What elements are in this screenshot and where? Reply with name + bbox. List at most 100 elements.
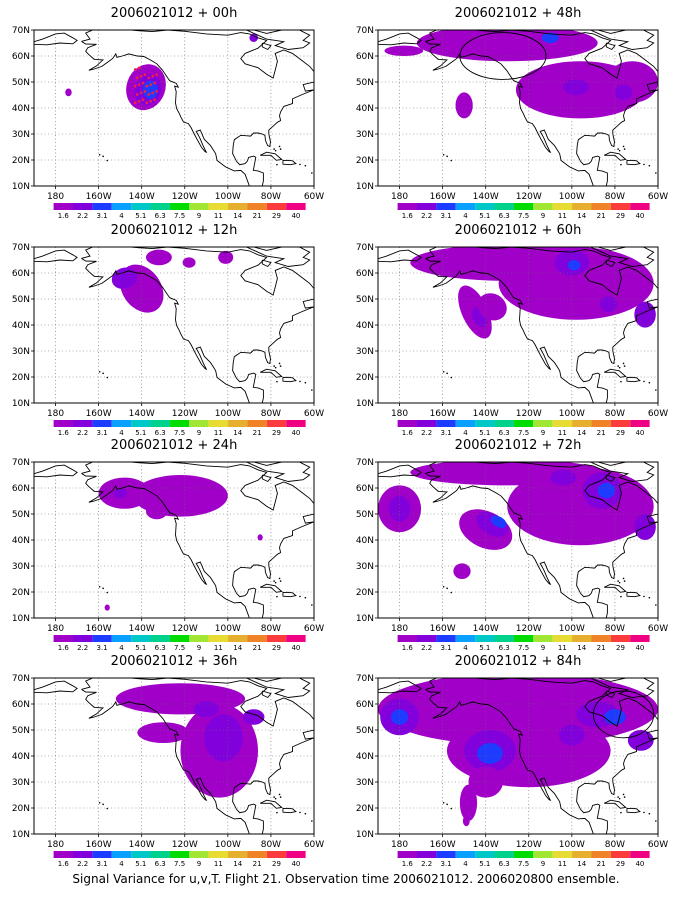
lat-tick-label: 60N (356, 52, 374, 62)
map-plot: 10N 20N 30N 40N 50N 60N 70N 180 160W 140W 120W 100W… (12, 26, 324, 220)
colorbar-label: 21 (253, 429, 262, 437)
lat-tick-label: 40N (356, 104, 374, 114)
colorbar-label: 40 (291, 429, 300, 437)
colorbar-swatch (610, 851, 631, 858)
lat-tick-label: 30N (12, 562, 30, 572)
colorbar-swatch (169, 420, 190, 427)
colorbar-swatch (111, 420, 132, 427)
lon-tick-label: 180 (391, 624, 408, 634)
colorbar-swatch (131, 420, 151, 427)
colorbar-swatch (53, 851, 73, 858)
obs-point (139, 74, 143, 78)
variance-blob (146, 503, 168, 520)
variance-blob (218, 250, 234, 264)
colorbar-swatch (111, 635, 132, 642)
lat-tick-label: 10N (12, 614, 30, 624)
lat-tick-label: 20N (12, 804, 30, 814)
colorbar-label: 14 (577, 429, 586, 437)
colorbar-label: 14 (233, 212, 242, 220)
variance-blob (541, 32, 559, 43)
colorbar-swatch (150, 420, 170, 427)
colorbar-swatch (131, 851, 151, 858)
obs-point (133, 101, 137, 105)
panel-title: 2006021012 + 84h (454, 654, 582, 669)
colorbar-swatch (286, 635, 306, 642)
colorbar-swatch (475, 635, 495, 642)
colorbar: 1.6 2.2 3.1 4 5.1 6.3 7.5 9 11 14 21 29 40 (397, 635, 650, 652)
lon-tick-label: 160W (430, 624, 456, 634)
panel-title: 2006021012 + 24h (110, 438, 238, 453)
colorbar-swatch (552, 635, 573, 642)
obs-point (155, 73, 158, 77)
figure-caption: Signal Variance for u,v,T. Flight 21. Ob… (72, 872, 620, 886)
colorbar-label: 14 (233, 860, 242, 868)
colorbar-label: 4 (119, 429, 124, 437)
lon-tick-label: 120W (172, 840, 198, 850)
colorbar-swatch (533, 420, 553, 427)
lon-tick-label: 140W (129, 624, 155, 634)
obs-point (133, 68, 137, 71)
lat-tick-label: 40N (356, 752, 374, 762)
colorbar-label: 7.5 (518, 860, 529, 868)
colorbar-label: 1.6 (58, 644, 70, 652)
colorbar-label: 1.6 (402, 860, 414, 868)
colorbar-label: 3.1 (440, 429, 451, 437)
colorbar-swatch (228, 420, 248, 427)
colorbar-swatch (92, 635, 112, 642)
colorbar-label: 6.3 (155, 212, 166, 220)
lat-tick-label: 70N (12, 243, 30, 253)
variance-blob (204, 714, 243, 762)
colorbar-swatch (247, 203, 267, 210)
colorbar-label: 29 (272, 212, 281, 220)
colorbar-swatch (111, 203, 132, 210)
colorbar-swatch (630, 635, 650, 642)
colorbar: 1.6 2.2 3.1 4 5.1 6.3 7.5 9 11 14 21 29 40 (53, 851, 306, 868)
colorbar-label: 4 (119, 860, 124, 868)
lat-tick-label: 40N (12, 321, 30, 331)
lat-tick-label: 70N (356, 26, 374, 36)
colorbar-label: 9 (197, 860, 201, 868)
colorbar-swatch (572, 635, 592, 642)
colorbar-swatch (475, 851, 495, 858)
colorbar-label: 3.1 (440, 212, 451, 220)
coastlines (378, 247, 658, 403)
colorbar-label: 7.5 (518, 212, 529, 220)
panel-grid: 2006021012 + 00h 10N 20N 30N 40N 50N 60N 70N 180… (12, 6, 668, 868)
colorbar-swatch (92, 203, 112, 210)
lat-tick-label: 20N (12, 588, 30, 598)
variance-blob (137, 722, 190, 743)
colorbar-swatch (494, 851, 514, 858)
colorbar-label: 21 (597, 860, 606, 868)
target-region (592, 690, 655, 739)
lat-tick-label: 40N (12, 104, 30, 114)
colorbar-label: 21 (253, 644, 262, 652)
colorbar-label: 21 (253, 860, 262, 868)
lon-tick-label: 80W (261, 409, 281, 419)
colorbar-swatch (630, 420, 650, 427)
lat-tick-label: 20N (356, 588, 374, 598)
panel-title: 2006021012 + 00h (110, 6, 238, 21)
colorbar-label: 4 (463, 644, 468, 652)
obs-point (139, 91, 143, 95)
variance-blob (614, 84, 633, 101)
lon-tick-label: 140W (473, 409, 499, 419)
lon-tick-label: 180 (391, 840, 408, 850)
panel-title: 2006021012 + 48h (454, 6, 582, 21)
lat-tick-label: 60N (356, 700, 374, 710)
colorbar-label: 29 (616, 860, 625, 868)
colorbar-label: 9 (197, 212, 201, 220)
target-region (459, 32, 547, 80)
variance-blob (384, 45, 424, 56)
colorbar-label: 4 (463, 429, 468, 437)
variance-blob (113, 488, 127, 499)
lon-tick-label: 80W (605, 409, 625, 419)
colorbar-label: 40 (635, 644, 644, 652)
lat-tick-label: 10N (356, 614, 374, 624)
colorbar-label: 9 (541, 860, 545, 868)
colorbar-label: 2.2 (77, 860, 88, 868)
lon-tick-label: 100W (559, 409, 585, 419)
colorbar-label: 7.5 (174, 429, 185, 437)
variance-blob (65, 88, 72, 97)
panel-title: 2006021012 + 60h (454, 223, 582, 238)
colorbar-swatch (572, 203, 592, 210)
